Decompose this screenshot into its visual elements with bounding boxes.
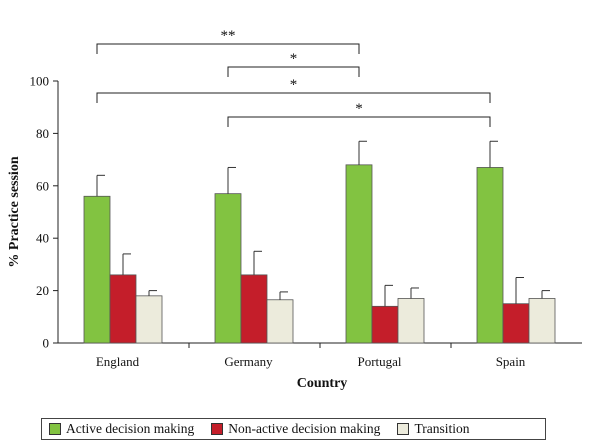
legend-item-active: Active decision making (49, 421, 194, 437)
bar (240, 274, 268, 344)
bar (266, 299, 294, 344)
x-tick-label: Germany (224, 354, 273, 369)
legend: Active decision making Non-active decisi… (41, 418, 546, 440)
significance-label: * (355, 101, 363, 117)
y-tick-label: 20 (36, 283, 49, 298)
legend-item-transition: Transition (397, 421, 469, 437)
bar (214, 193, 242, 344)
bar (109, 274, 137, 344)
legend-swatch-active (49, 423, 61, 435)
bar (135, 295, 163, 344)
significance-bracket (227, 116, 491, 127)
legend-swatch-transition (397, 423, 410, 435)
legend-swatch-non-active (211, 423, 224, 435)
significance-bracket (96, 43, 360, 54)
significance-label: * (290, 77, 298, 93)
bar (371, 305, 399, 344)
significance-bracket (227, 66, 360, 77)
significance-brackets: ***** (96, 28, 491, 127)
y-tick-label: 60 (36, 178, 49, 193)
bar (476, 167, 504, 344)
legend-label-transition: Transition (414, 421, 470, 436)
bar (83, 195, 111, 344)
y-tick-label: 80 (36, 126, 49, 141)
y-tick-label: 0 (43, 336, 50, 351)
bars (83, 164, 556, 344)
x-tick-label: Portugal (357, 354, 401, 369)
legend-label-active: Active decision making (66, 421, 195, 436)
y-tick-label: 40 (36, 231, 49, 246)
legend-label-non-active: Non-active decision making (228, 421, 381, 436)
bar (502, 303, 530, 344)
error-bars (96, 140, 550, 307)
significance-label: * (290, 51, 298, 67)
x-tick-label: Spain (496, 354, 526, 369)
bar (528, 298, 556, 344)
significance-label: ** (221, 28, 236, 44)
significance-bracket (96, 92, 491, 103)
bar (397, 298, 425, 344)
legend-item-non-active: Non-active decision making (211, 421, 380, 437)
x-tick-label: England (96, 354, 140, 369)
y-axis-title: % Practice session (7, 156, 22, 267)
y-tick-label: 100 (30, 74, 50, 89)
bar (345, 164, 373, 344)
x-axis-title: Country (297, 376, 348, 391)
axes: 0 20 40 60 80 100 England Germany Portugal Spain (30, 74, 582, 369)
